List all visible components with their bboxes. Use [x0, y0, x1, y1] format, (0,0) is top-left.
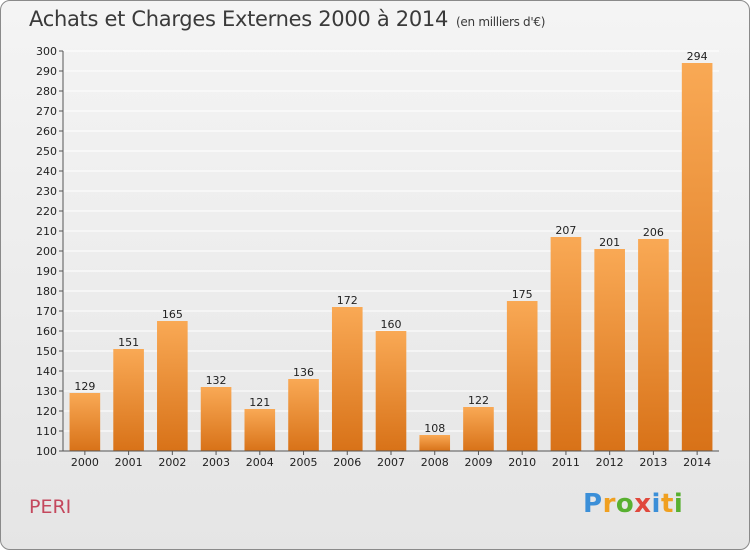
chart-title-text: Achats et Charges Externes 2000 à 2014 [29, 7, 449, 31]
bar [550, 237, 582, 451]
y-tick-label: 110 [36, 425, 57, 438]
bar-value-label: 165 [162, 308, 183, 321]
bar [681, 63, 713, 451]
logo-letter: r [602, 489, 616, 519]
bar [69, 393, 101, 451]
x-tick-label: 2004 [246, 456, 274, 469]
bar-value-label: 160 [381, 318, 402, 331]
bar-value-label: 132 [206, 374, 227, 387]
chart-title: Achats et Charges Externes 2000 à 2014 (e… [29, 7, 545, 31]
y-tick-label: 230 [36, 185, 57, 198]
logo-letter: i [673, 489, 684, 519]
bar [113, 349, 144, 451]
bar-value-label: 294 [687, 50, 708, 63]
bar-value-label: 121 [249, 396, 270, 409]
y-tick-label: 100 [36, 445, 57, 458]
y-tick-label: 220 [36, 205, 57, 218]
bar [463, 407, 494, 451]
y-tick-label: 260 [36, 125, 57, 138]
x-tick-label: 2008 [421, 456, 449, 469]
bar-value-label: 207 [555, 224, 576, 237]
y-tick-label: 170 [36, 305, 57, 318]
bar [594, 249, 625, 451]
y-tick-label: 270 [36, 105, 57, 118]
y-tick-label: 290 [36, 65, 57, 78]
logo-letter: o [615, 489, 635, 519]
bar-value-label: 122 [468, 394, 489, 407]
x-tick-label: 2000 [71, 456, 99, 469]
x-tick-label: 2011 [552, 456, 580, 469]
chart-subtitle: (en milliers d'€) [456, 15, 546, 29]
y-tick-label: 240 [36, 165, 57, 178]
y-tick-label: 280 [36, 85, 57, 98]
bar-value-label: 172 [337, 294, 358, 307]
bar [375, 331, 407, 451]
y-tick-label: 150 [36, 345, 57, 358]
y-tick-label: 130 [36, 385, 57, 398]
bar [331, 307, 363, 451]
logo-letter: t [660, 489, 674, 519]
axes [59, 50, 719, 455]
x-tick-label: 2005 [290, 456, 318, 469]
y-tick-label: 140 [36, 365, 57, 378]
y-tick-label: 160 [36, 325, 57, 338]
y-tick-label: 250 [36, 145, 57, 158]
bar-value-label: 175 [512, 288, 533, 301]
bar-value-label: 151 [118, 336, 139, 349]
bar-value-label: 136 [293, 366, 314, 379]
logo-letter: x [634, 489, 652, 519]
commune-name: PERI [29, 496, 72, 518]
bar [638, 239, 669, 451]
x-tick-label: 2012 [596, 456, 624, 469]
bar [200, 387, 232, 451]
x-tick-label: 2003 [202, 456, 230, 469]
x-tick-label: 2006 [333, 456, 361, 469]
logo-letter: P [583, 489, 603, 519]
y-tick-label: 210 [36, 225, 57, 238]
x-tick-label: 2010 [508, 456, 536, 469]
bars [69, 63, 713, 451]
bar [244, 409, 276, 451]
x-tick-label: 2009 [464, 456, 492, 469]
y-tick-label: 120 [36, 405, 57, 418]
y-tick-label: 300 [36, 45, 57, 58]
y-tick-label: 190 [36, 265, 57, 278]
bar-value-label: 108 [424, 422, 445, 435]
bar [157, 321, 188, 451]
bar [288, 379, 319, 451]
labels: 100 110 120 130 140 150 160 170 180 190 200 210 220 2… [36, 45, 711, 469]
bar [419, 435, 451, 451]
logo-letter: i [651, 489, 661, 519]
bar-value-label: 201 [599, 236, 620, 249]
x-tick-label: 2001 [115, 456, 143, 469]
bar [506, 301, 538, 451]
x-tick-label: 2007 [377, 456, 405, 469]
x-tick-label: 2014 [683, 456, 711, 469]
y-tick-label: 180 [36, 285, 57, 298]
y-tick-label: 200 [36, 245, 57, 258]
x-tick-label: 2002 [158, 456, 186, 469]
bar-value-label: 129 [74, 380, 95, 393]
bar-value-label: 206 [643, 226, 664, 239]
proxiti-logo: Proxiti [583, 489, 683, 519]
x-tick-label: 2013 [639, 456, 667, 469]
